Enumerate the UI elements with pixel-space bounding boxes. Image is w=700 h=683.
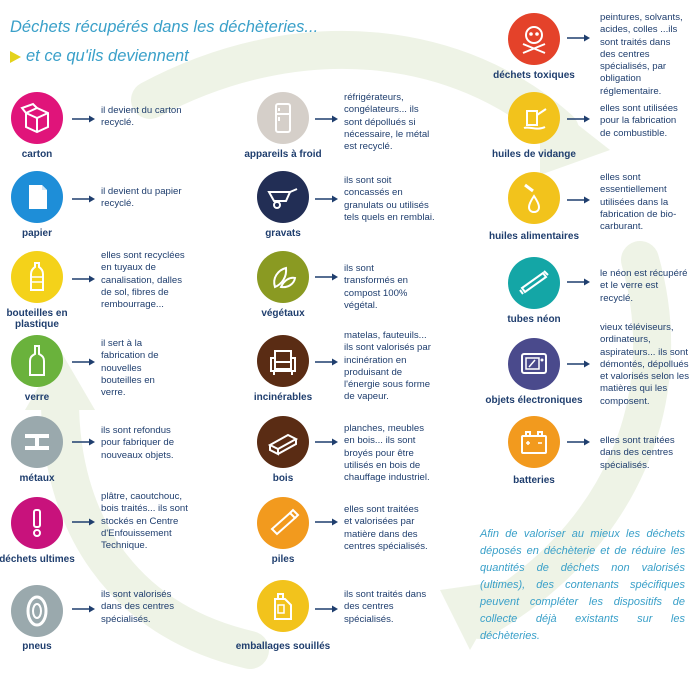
neon-tube-icon (508, 257, 560, 309)
desc-gravats: ils sont soit concassés en granulats ou … (344, 175, 435, 223)
arrow-icon (72, 275, 95, 283)
footer-note: Afin de valoriser au mieux les déchets d… (480, 528, 685, 642)
metal-beam-icon (11, 416, 63, 468)
subtitle-text: et ce qu'ils deviennent (26, 47, 189, 65)
label-bouteilles: bouteilles en plastique (6, 308, 68, 330)
tire-icon (11, 585, 63, 637)
arrow-icon (315, 438, 338, 446)
carton-box-icon (11, 92, 63, 144)
desc-objets-electroniques: vieux téléviseurs, ordinateurs, aspirate… (600, 322, 690, 407)
desc-vegetaux: ils sont transformés en compost 100% vég… (344, 263, 408, 311)
label-batteries: batteries (513, 475, 555, 486)
plastic-bottle-icon (11, 251, 63, 303)
desc-carton: il devient du carton recyclé. (101, 105, 182, 129)
desc-verre: il sert à la fabrication de nouvelles bo… (101, 338, 159, 399)
label-piles: piles (271, 554, 295, 565)
label-verre: verre (24, 392, 50, 403)
page-title: Déchets récupérés dans les déchèteries..… (10, 18, 319, 36)
desc-tubes-neon: le néon est récupéré et le verre est rec… (600, 268, 688, 304)
arrow-icon (315, 518, 338, 526)
tv-screen-icon (508, 338, 560, 390)
label-pneus: pneus (22, 641, 52, 652)
arrow-icon (567, 115, 590, 123)
arrow-icon (72, 438, 95, 446)
refrigerator-icon (257, 92, 309, 144)
label-appareils-froid: appareils à froid (244, 149, 322, 160)
desc-huiles-vidange: elles sont utilisées pour la fabrication… (600, 103, 678, 139)
desc-emballages: ils sont traités dans des centres spécia… (344, 589, 427, 625)
desc-metaux: ils sont refondus pour fabriquer de nouv… (101, 425, 175, 461)
skull-crossbones-icon (508, 13, 560, 65)
arrow-icon (72, 195, 95, 203)
label-dechets-toxiques: déchets toxiques (493, 70, 575, 81)
label-huiles-vidange: huiles de vidange (492, 149, 576, 160)
oil-can-icon (508, 92, 560, 144)
arrow-icon (72, 115, 95, 123)
arrow-icon (72, 358, 95, 366)
desc-piles: elles sont traitées et valorisées par ma… (344, 504, 428, 552)
oil-drop-icon (508, 172, 560, 224)
label-dechets-ultimes: déchets ultimes (0, 554, 75, 565)
label-papier: papier (21, 228, 52, 239)
wood-plank-icon (257, 416, 309, 468)
desc-pneus: ils sont valorisés dans des centres spéc… (101, 589, 175, 625)
desc-appareils-froid: réfrigérateurs, congélateurs... ils sont… (344, 92, 430, 153)
label-gravats: gravats (265, 228, 301, 239)
arrow-icon (567, 360, 590, 368)
label-tubes-neon: tubes néon (507, 314, 561, 325)
label-vegetaux: végétaux (261, 308, 305, 319)
label-emballages: emballages souillés (235, 641, 331, 652)
desc-bouteilles: elles sont recyclées en tuyaux de canali… (101, 250, 185, 311)
triangle-bullet-icon (10, 50, 21, 63)
label-bois: bois (272, 473, 294, 484)
label-huiles-alimentaires: huiles alimentaires (488, 231, 580, 242)
desc-batteries: elles sont traitées dans des centres spé… (600, 435, 675, 471)
desc-dechets-toxiques: peintures, solvants, acides, colles ...i… (600, 12, 683, 97)
glass-bottle-icon (11, 335, 63, 387)
exclamation-icon (11, 497, 63, 549)
desc-dechets-ultimes: plâtre, caoutchouc, bois traités... ils … (101, 491, 188, 552)
arrow-icon (567, 34, 590, 42)
battery-cell-icon (257, 497, 309, 549)
label-metaux: métaux (19, 473, 55, 484)
label-incinerables: incinérables (253, 392, 313, 403)
arrow-icon (567, 438, 590, 446)
arrow-icon (315, 358, 338, 366)
desc-papier: il devient du papier recyclé. (101, 186, 182, 210)
paper-sheet-icon (11, 171, 63, 223)
page-subtitle: et ce qu'ils deviennent (10, 47, 189, 66)
desc-incinerables: matelas, fauteuils... ils sont valorisés… (344, 330, 431, 403)
car-battery-icon (508, 416, 560, 468)
arrow-icon (315, 195, 338, 203)
arrow-icon (72, 605, 95, 613)
label-objets-electroniques: objets électroniques (485, 395, 583, 406)
arrow-icon (567, 196, 590, 204)
armchair-icon (257, 335, 309, 387)
wheelbarrow-icon (257, 171, 309, 223)
desc-huiles-alimentaires: elles sont essentiellement utilisées dan… (600, 172, 677, 233)
arrow-icon (315, 115, 338, 123)
desc-bois: planches, meubles en bois... ils sont br… (344, 423, 430, 484)
arrow-icon (567, 278, 590, 286)
arrow-icon (72, 518, 95, 526)
leaves-icon (257, 251, 309, 303)
arrow-icon (315, 605, 338, 613)
arrow-icon (315, 273, 338, 281)
label-carton: carton (21, 149, 53, 160)
jerrycan-icon (257, 580, 309, 632)
